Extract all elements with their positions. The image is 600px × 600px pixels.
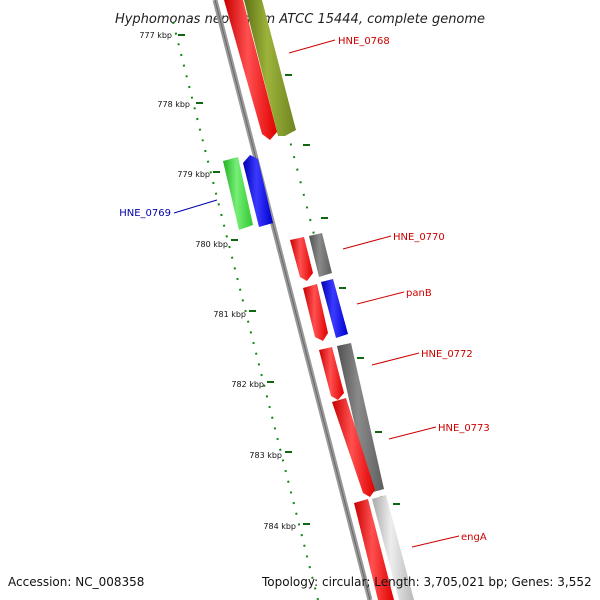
tick-label: 784 kbp (263, 522, 296, 531)
gene-label-hne-0769[interactable]: HNE_0769 (119, 208, 171, 219)
gene-block-hne-0769-green[interactable] (223, 157, 253, 230)
gene-block-panb-blue[interactable] (321, 279, 348, 338)
tick-label: 781 kbp (213, 310, 246, 319)
gene-label-hne-0772[interactable]: HNE_0772 (421, 349, 473, 360)
tick-labels: 777 kbp 778 kbp 779 kbp 780 kbp 781 kbp … (139, 31, 296, 531)
gene-block-olive[interactable] (244, 0, 296, 136)
tick-label: 782 kbp (231, 380, 264, 389)
cds-block-enga[interactable] (354, 499, 394, 600)
tick-label: 780 kbp (195, 240, 228, 249)
accession-text: Accession: NC_008358 (8, 575, 145, 589)
outer-dotted-track (172, 21, 319, 600)
tick-label: 779 kbp (177, 170, 210, 179)
tick-label: 783 kbp (249, 451, 282, 460)
gene-labels: HNE_0768 HNE_0769 HNE_0770 panB HNE_0772… (119, 36, 490, 543)
cds-block-hne-0772[interactable] (319, 347, 344, 400)
tick-label: 778 kbp (157, 100, 190, 109)
genome-summary-text: Topology: circular; Length: 3,705,021 bp… (262, 575, 592, 589)
gene-label-enga[interactable]: engA (461, 532, 487, 543)
gene-label-panb[interactable]: panB (406, 288, 432, 299)
gene-label-hne-0770[interactable]: HNE_0770 (393, 232, 445, 243)
genome-title: Hyphomonas neptunium ATCC 15444, complet… (115, 12, 485, 27)
backbone-center-line (214, 0, 371, 600)
gene-label-hne-0768[interactable]: HNE_0768 (338, 36, 390, 47)
gene-block-hne-0770-gray[interactable] (309, 233, 332, 277)
cds-block-hne-0768[interactable] (224, 0, 277, 140)
cds-block-panb[interactable] (303, 284, 328, 341)
cds-block-hne-0773[interactable] (332, 398, 375, 497)
cds-block-hne-0770[interactable] (290, 237, 313, 281)
gene-block-hne-0769-blue[interactable] (243, 155, 273, 227)
label-leaders (173, 39, 460, 548)
tick-label: 777 kbp (139, 31, 172, 40)
tick-marks (178, 34, 400, 525)
gene-label-hne-0773[interactable]: HNE_0773 (438, 423, 490, 434)
gene-block-enga-light[interactable] (372, 495, 414, 600)
gene-block-hne-0772-gray[interactable] (337, 343, 384, 493)
